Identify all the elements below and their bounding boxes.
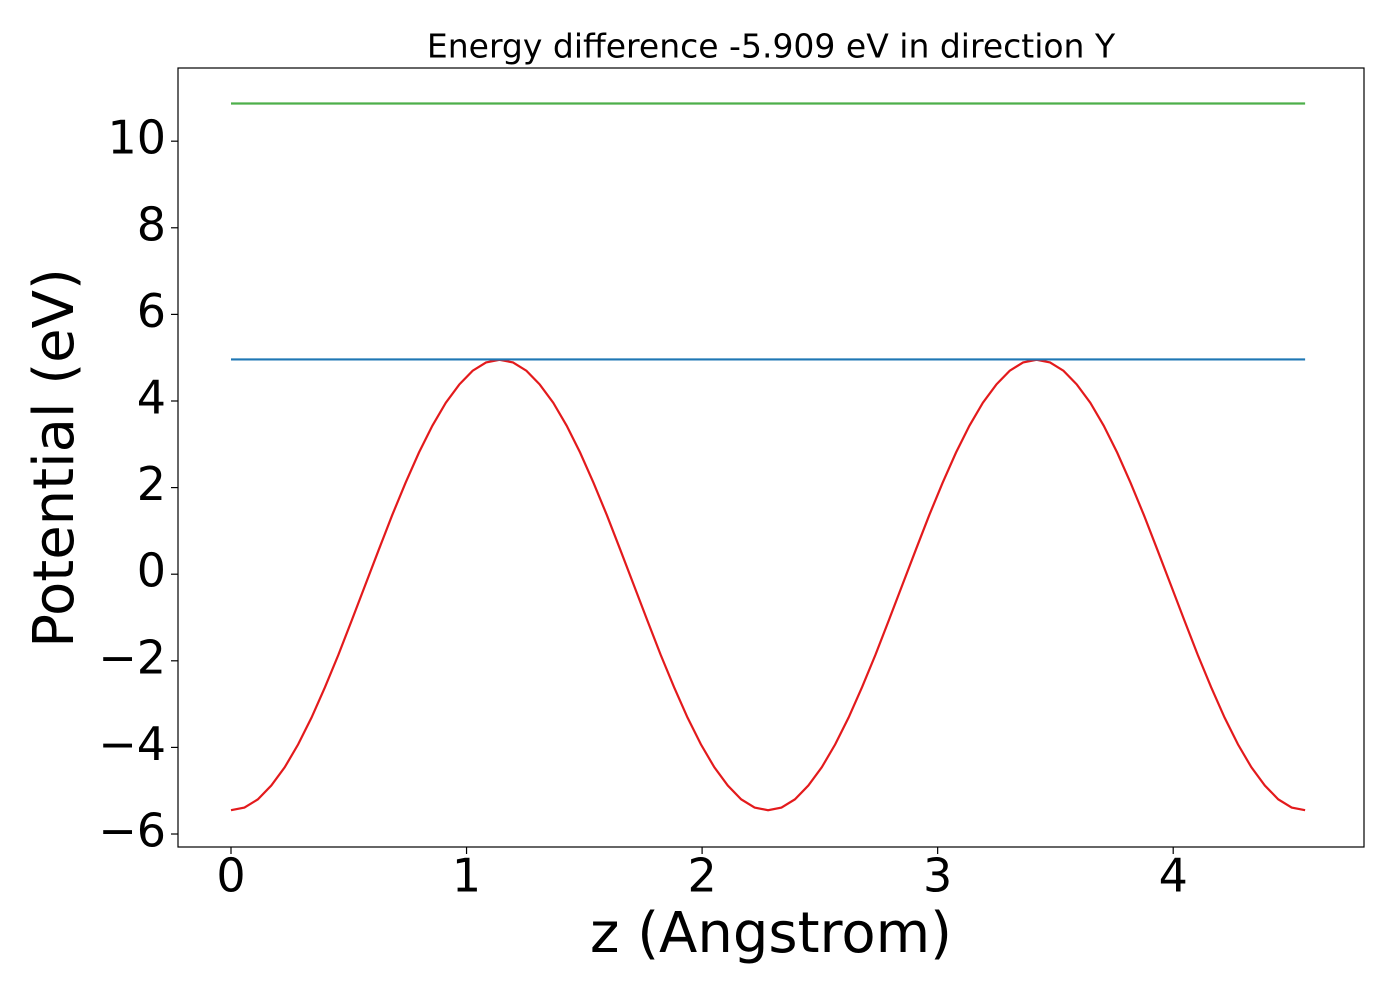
y-tick-label: 0 (137, 544, 166, 598)
plot-frame (177, 67, 1365, 848)
chart-title: Energy difference -5.909 eV in direction… (427, 27, 1116, 66)
y-tick-label: 4 (137, 370, 166, 424)
y-tick-label: −6 (98, 804, 166, 858)
x-axis-label: z (Angstrom) (590, 901, 952, 966)
x-tick-label: 0 (216, 849, 245, 903)
y-tick-label: 10 (107, 111, 166, 165)
x-tick-label: 2 (687, 849, 716, 903)
y-tick-label: −4 (98, 717, 166, 771)
x-tick-label: 1 (452, 849, 481, 903)
y-axis-label: Potential (eV) (22, 268, 87, 648)
x-tick-label: 3 (923, 849, 952, 903)
series-line (230, 358, 1306, 812)
x-tick-label: 4 (1159, 849, 1188, 903)
y-tick-label: 6 (137, 284, 166, 338)
y-tick-label: 2 (137, 457, 166, 511)
y-tick-label: −2 (98, 630, 166, 684)
y-tick-label: 8 (137, 197, 166, 251)
